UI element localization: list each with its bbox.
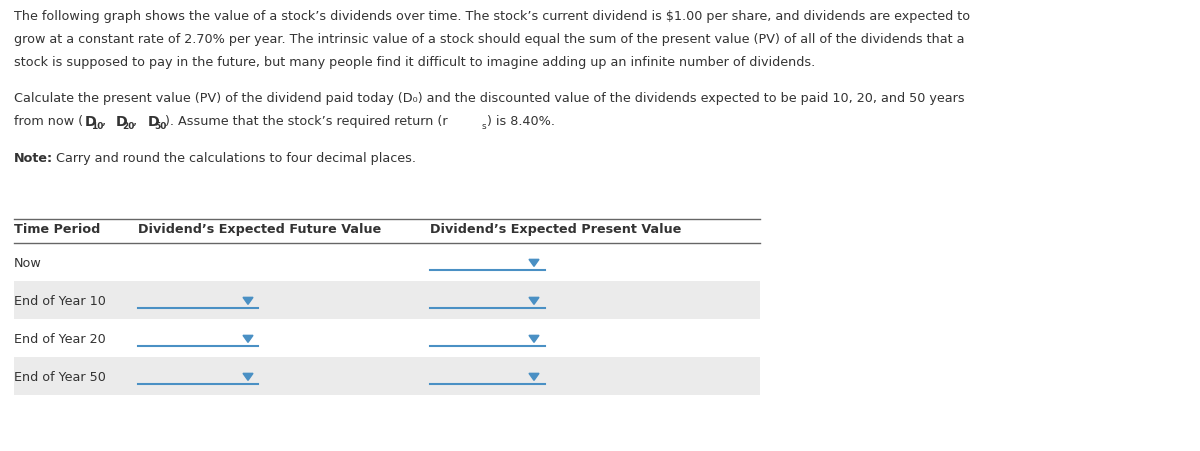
Polygon shape (242, 298, 253, 305)
Text: Dividend’s Expected Future Value: Dividend’s Expected Future Value (138, 222, 382, 235)
Polygon shape (242, 336, 253, 343)
Text: stock is supposed to pay in the future, but many people find it difficult to ima: stock is supposed to pay in the future, … (14, 56, 815, 69)
Text: 10: 10 (91, 122, 103, 131)
Bar (14, 357, 760, 395)
Text: The following graph shows the value of a stock’s dividends over time. The stock’: The following graph shows the value of a… (14, 10, 970, 23)
Text: Carry and round the calculations to four decimal places.: Carry and round the calculations to four… (56, 152, 416, 165)
Text: ,: , (133, 115, 142, 128)
Polygon shape (529, 260, 539, 267)
Text: D: D (84, 115, 96, 129)
Text: Dividend’s Expected Present Value: Dividend’s Expected Present Value (430, 222, 682, 235)
Text: Calculate the present value (PV) of the dividend paid today (D₀) and the discoun: Calculate the present value (PV) of the … (14, 92, 965, 105)
Text: ). Assume that the stock’s required return (r: ). Assume that the stock’s required retu… (166, 115, 448, 128)
Polygon shape (242, 373, 253, 381)
Text: grow at a constant rate of 2.70% per year. The intrinsic value of a stock should: grow at a constant rate of 2.70% per yea… (14, 33, 965, 46)
Text: Time Period: Time Period (14, 222, 101, 235)
Text: s: s (481, 122, 486, 131)
Polygon shape (529, 298, 539, 305)
Text: 50: 50 (154, 122, 167, 131)
Text: ,: , (102, 115, 110, 128)
Text: D: D (148, 115, 160, 129)
Text: End of Year 10: End of Year 10 (14, 295, 106, 308)
Text: 20: 20 (122, 122, 134, 131)
Text: End of Year 20: End of Year 20 (14, 332, 106, 345)
Text: End of Year 50: End of Year 50 (14, 370, 106, 383)
Text: Now: Now (14, 257, 42, 270)
Bar (14, 281, 760, 319)
Text: Note:: Note: (14, 152, 53, 165)
Text: ) is 8.40%.: ) is 8.40%. (487, 115, 556, 128)
Polygon shape (529, 336, 539, 343)
Polygon shape (529, 373, 539, 381)
Text: from now (: from now ( (14, 115, 83, 128)
Text: D: D (116, 115, 127, 129)
